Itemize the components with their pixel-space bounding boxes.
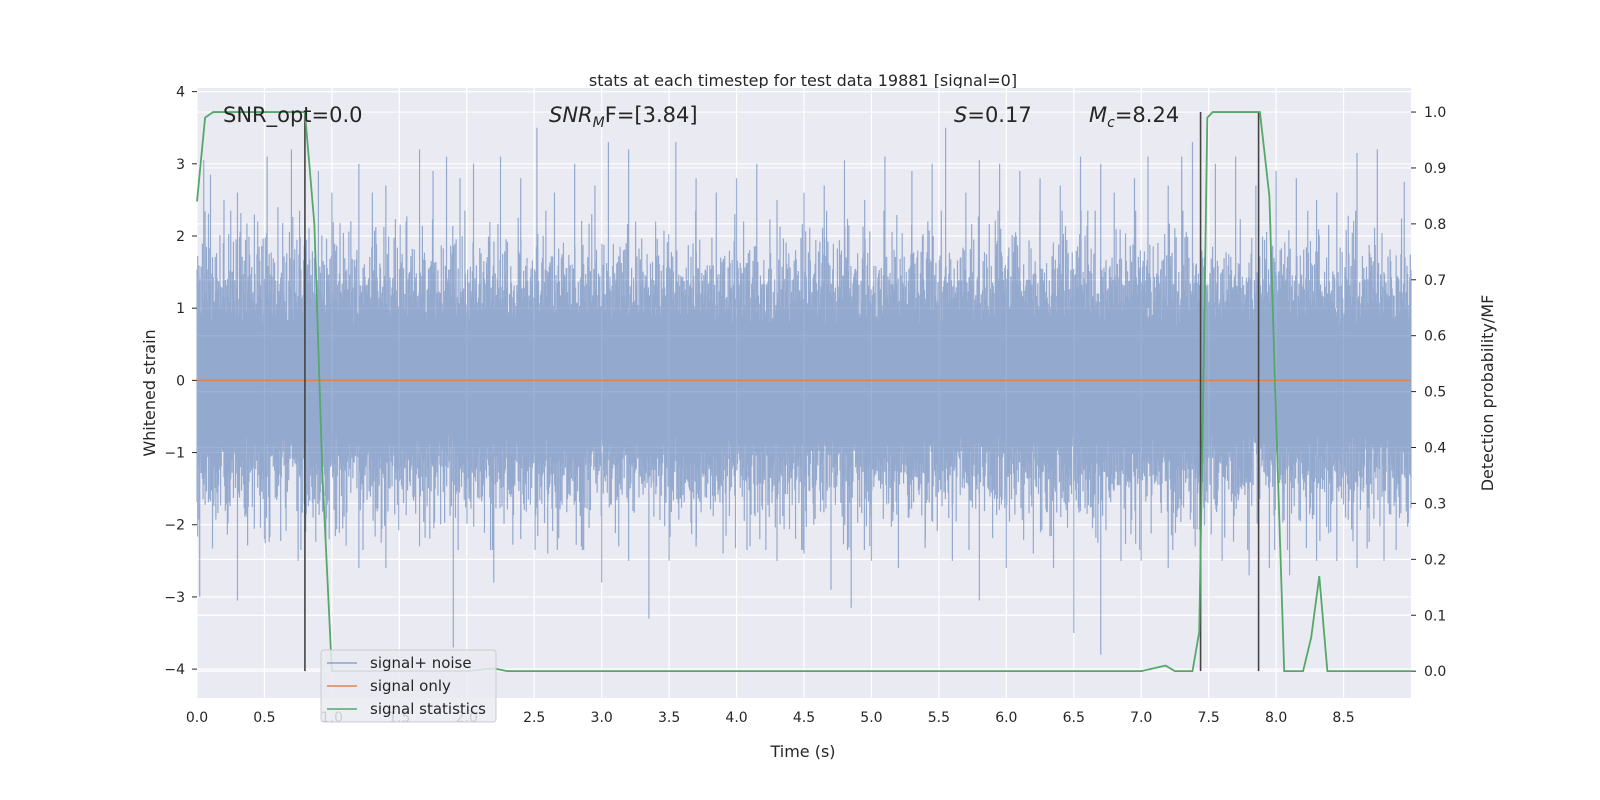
y-tick-label: 4 [176,85,185,101]
annotation-snr-mf-prefix: SNR [549,103,593,127]
y-tick-label: 2 [176,229,185,245]
y2-axis-label: Detection probability/MF [1478,295,1497,492]
legend-box [320,649,497,723]
x-tick-label: 5.5 [928,710,950,726]
x-tick-label: 6.0 [995,710,1017,726]
x-tick-label: 8.5 [1332,710,1354,726]
x-tick-label: 7.5 [1198,710,1220,726]
y2-tick-label: 0.1 [1424,608,1446,624]
y-tick-label: −2 [164,518,185,534]
x-tick-label: 3.5 [658,710,680,726]
x-tick-label: 0.0 [186,710,208,726]
x-tick-label: 8.0 [1265,710,1287,726]
annotation-s: S=0.17 [954,103,1032,127]
annotation-mc: Mc=8.24 [1089,103,1179,131]
annotation-mc-value: =8.24 [1115,103,1179,127]
annotation-snr-mf-suffix: F=[3.84] [605,103,698,127]
chart-title: stats at each timestep for test data 198… [589,71,1017,90]
x-axis-label: Time (s) [769,742,835,761]
y2-tick-label: 0.5 [1424,385,1446,401]
annotation-snr-mf: SNRMF=[3.84] [549,103,698,131]
y-tick-label: 3 [176,157,185,173]
x-tick-label: 4.5 [793,710,815,726]
x-tick-label: 6.5 [1063,710,1085,726]
y-tick-label: −1 [164,446,185,462]
y2-tick-label: 0.9 [1424,161,1446,177]
y2-tick-label: 0.3 [1424,496,1446,512]
y2-tick-label: 0.8 [1424,217,1446,233]
legend-label-signal-noise: signal+ noise [370,654,472,672]
y2-tick-label: 0.2 [1424,552,1446,568]
annotation-mc-sub: c [1107,115,1115,131]
x-tick-label: 0.5 [253,710,275,726]
x-tick-label: 4.0 [725,710,747,726]
legend-label-signal-statistics: signal statistics [370,700,486,718]
x-tick-label: 2.5 [523,710,545,726]
y2-tick-label: 0.4 [1424,441,1446,457]
annotation-s-value: =0.17 [967,103,1031,127]
annotation-snr-opt: SNR_opt=0.0 [223,103,363,128]
y2-tick-label: 0.0 [1424,664,1446,680]
series-layer [196,111,1412,673]
x-tick-label: 5.0 [860,710,882,726]
x-tick-label: 3.0 [591,710,613,726]
x-tick-label: 7.0 [1130,710,1152,726]
annotation-s-var: S [954,103,967,127]
series-signal-statistics [196,111,1411,673]
y-tick-label: −3 [164,590,185,606]
annotation-snr-mf-sub: M [593,115,605,131]
y2-tick-label: 0.7 [1424,273,1446,289]
y-axis-label: Whitened strain [140,329,159,456]
y2-tick-label: 0.6 [1424,329,1446,345]
y-tick-label: 1 [176,301,185,317]
y-tick-label: −4 [164,662,185,678]
annotation-mc-var: M [1089,103,1107,127]
legend: signal+ noise signal only signal statist… [320,649,497,723]
y2-tick-label: 1.0 [1424,105,1446,121]
y-tick-label: 0 [176,373,185,389]
legend-label-signal-only: signal only [370,677,451,695]
